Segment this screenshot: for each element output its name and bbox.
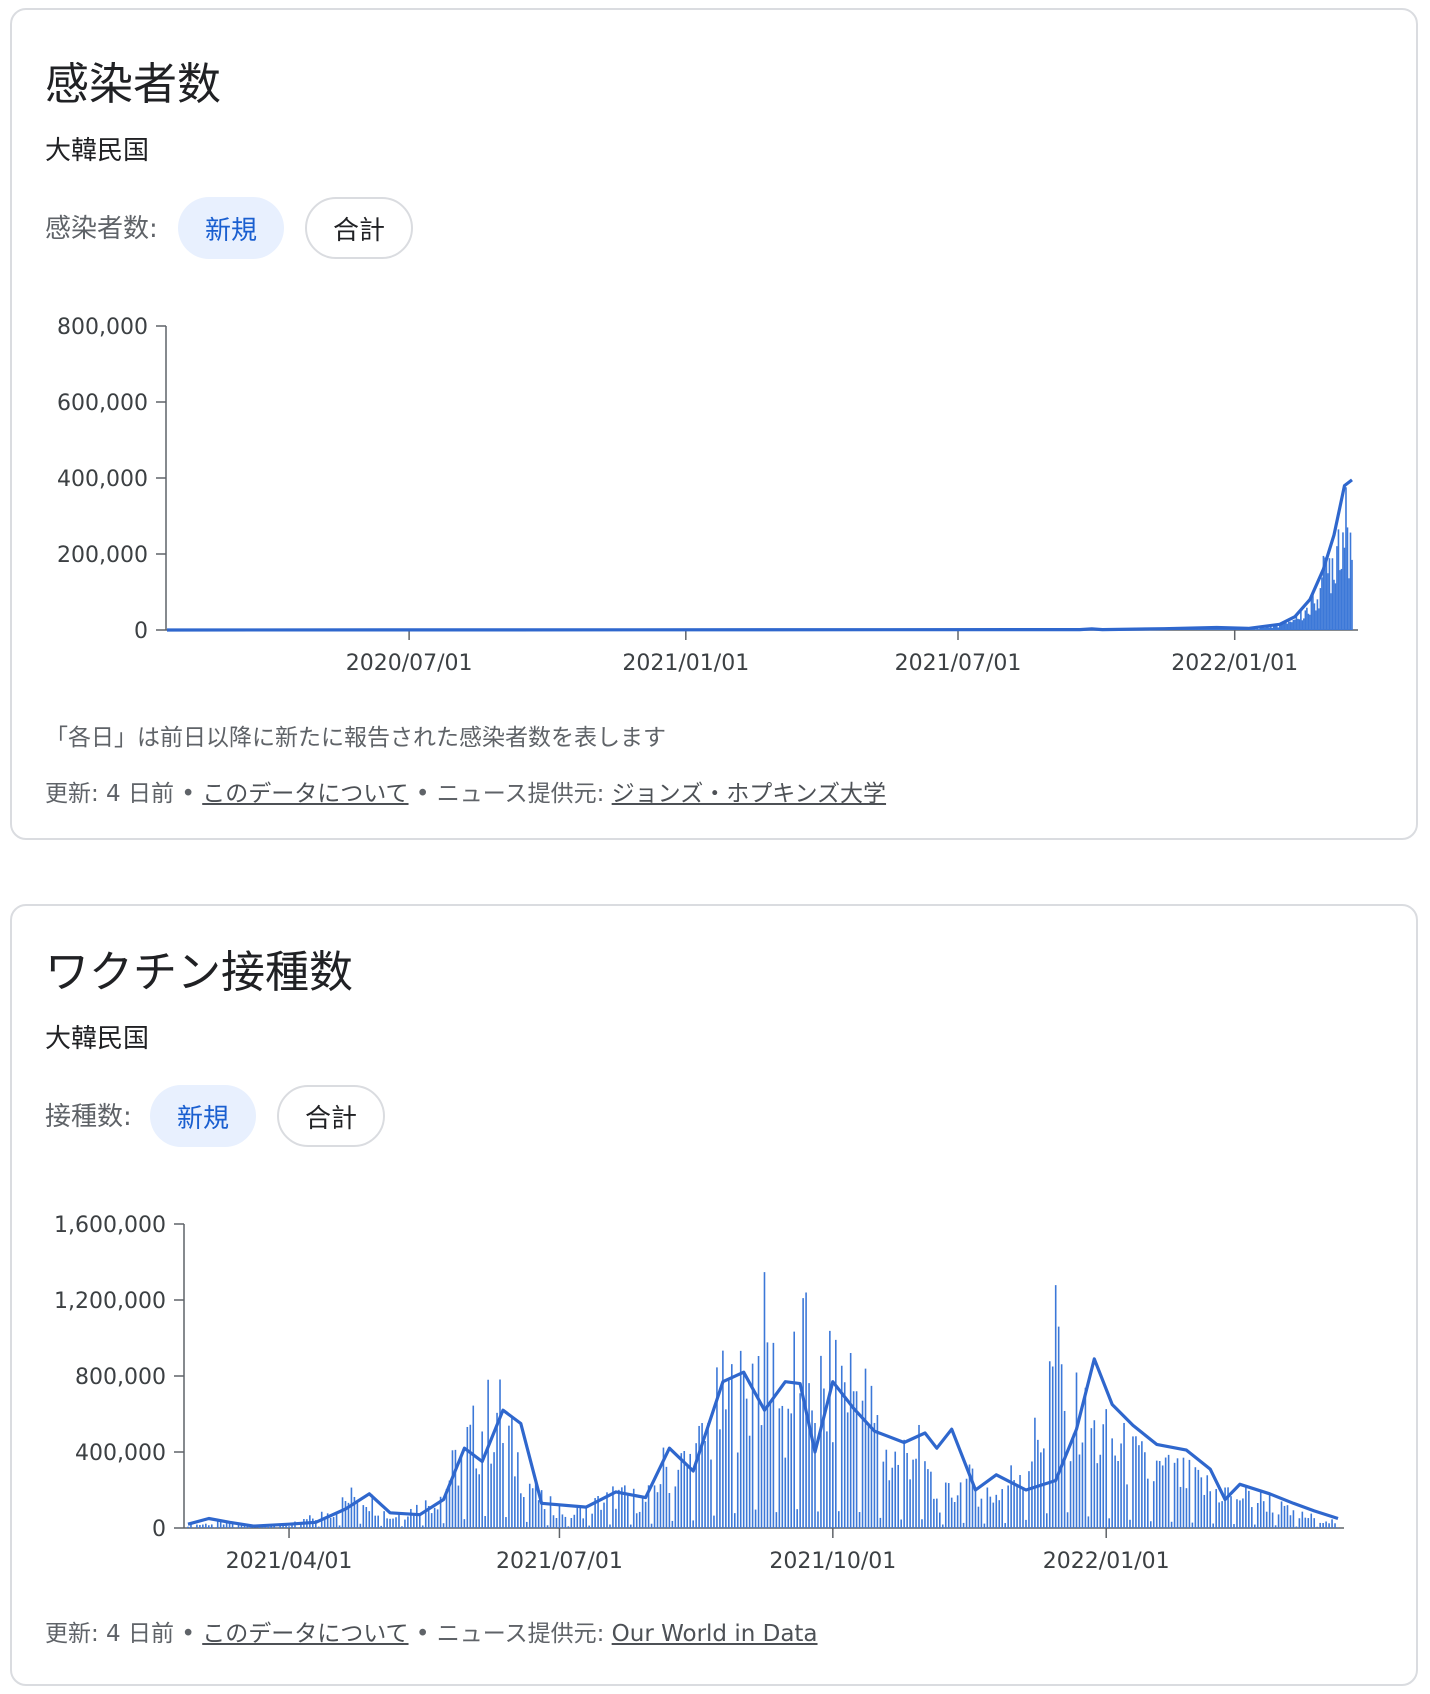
vaccines-chart: 0 400,000 800,000 1,200,000 1,600,000 2021/04… [54, 1213, 1344, 1574]
cases-y-tick-label: 400,000 [57, 467, 148, 492]
vaccines-x-tick-label: 2021/07/01 [496, 1549, 623, 1574]
cases-y-tick-label: 200,000 [57, 543, 148, 568]
vaccines-bars [187, 1272, 1339, 1528]
cases-y-tick-label: 0 [134, 619, 148, 644]
cases-source-prefix: ニュース提供元: [436, 781, 605, 807]
cases-card: 感染者数 大韓民国 感染者数: 新規 合計 0 200,000 400,000 600… [10, 8, 1418, 840]
cases-note: 「各日」は前日以降に新たに報告された感染者数を表します [45, 725, 666, 751]
vaccines-average-line [187, 1357, 1339, 1528]
cases-toggle-label: 感染者数: [45, 214, 158, 244]
vaccines-toggle-label: 接種数: [45, 1102, 132, 1132]
vaccines-y-tick-label: 400,000 [75, 1441, 166, 1466]
cases-region: 大韓民国 [45, 136, 150, 166]
cases-source-link[interactable]: ジョンズ・ホプキンズ大学 [611, 781, 887, 807]
cases-x-tick-label: 2020/07/01 [346, 651, 473, 676]
cases-updated: 更新: 4 日前 [45, 781, 175, 807]
vaccines-title: ワクチン接種数 [45, 947, 353, 998]
vaccines-region: 大韓民国 [45, 1024, 150, 1054]
vaccines-y-tick-label: 0 [152, 1517, 166, 1542]
vaccines-new-chip[interactable]: 新規 [150, 1085, 256, 1147]
cases-y-tick-label: 800,000 [57, 315, 148, 340]
vaccines-updated: 更新: 4 日前 [45, 1621, 175, 1647]
vaccines-total-chip[interactable]: 合計 [277, 1085, 385, 1147]
vaccines-source-prefix: ニュース提供元: [436, 1621, 605, 1647]
vaccines-y-tick-label: 1,600,000 [54, 1213, 166, 1238]
vaccines-y-tick-label: 800,000 [75, 1365, 166, 1390]
cases-x-tick-label: 2022/01/01 [1171, 651, 1298, 676]
cases-y-tick-label: 600,000 [57, 391, 148, 416]
vaccines-x-tick-label: 2021/10/01 [769, 1549, 896, 1574]
cases-x-tick-label: 2021/07/01 [895, 651, 1022, 676]
cases-x-tick-label: 2021/01/01 [622, 651, 749, 676]
vaccines-separator: • [415, 1621, 430, 1647]
vaccines-source-link[interactable]: Our World in Data [611, 1621, 818, 1647]
cases-bars [167, 487, 1353, 630]
vaccines-card: ワクチン接種数 大韓民国 接種数: 新規 合計 0 400,000 800,000 1… [10, 904, 1418, 1686]
cases-separator: • [415, 781, 430, 807]
vaccines-y-tick-label: 1,200,000 [54, 1289, 166, 1314]
cases-footer: 更新: 4 日前 • このデータについて • ニュース提供元: ジョンズ・ホプキ… [45, 774, 886, 808]
cases-about-link[interactable]: このデータについて [202, 781, 409, 807]
cases-total-chip[interactable]: 合計 [305, 197, 413, 259]
cases-average-line [166, 478, 1353, 632]
cases-new-chip[interactable]: 新規 [178, 197, 284, 259]
vaccines-separator: • [181, 1621, 195, 1647]
cases-title: 感染者数 [45, 59, 221, 110]
cases-separator: • [181, 781, 195, 807]
vaccines-x-tick-label: 2022/01/01 [1043, 1549, 1170, 1574]
cases-chart: 0 200,000 400,000 600,000 800,000 2020/07/01 2… [57, 315, 1358, 676]
vaccines-footer: 更新: 4 日前 • このデータについて • ニュース提供元: Our Worl… [45, 1614, 818, 1648]
vaccines-x-tick-label: 2021/04/01 [226, 1549, 353, 1574]
vaccines-about-link[interactable]: このデータについて [202, 1621, 409, 1647]
